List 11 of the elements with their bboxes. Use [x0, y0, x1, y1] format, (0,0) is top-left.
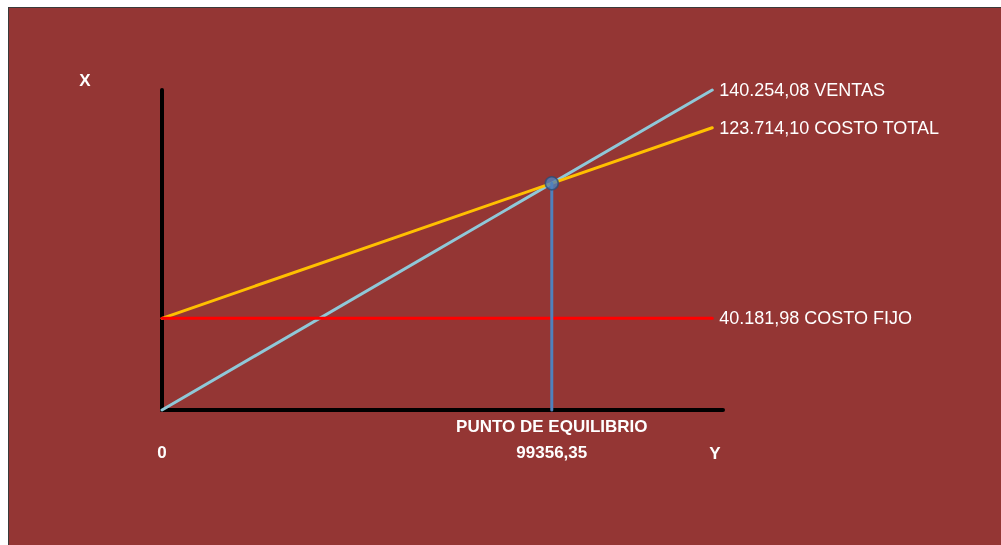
- data-label: 123.714,10: [719, 117, 810, 138]
- data-label: 140.254,08: [719, 80, 810, 100]
- x-tick-label: 0: [157, 443, 167, 462]
- x-axis-title: Y: [709, 443, 722, 463]
- y-axis-title: X: [79, 70, 92, 90]
- text: COSTO FIJO: [804, 308, 912, 329]
- x-tick-label: 99356,35: [516, 443, 588, 462]
- annotation: PUNTO DE EQUILIBRIO: [456, 417, 648, 436]
- text: COSTO TOTAL: [814, 117, 940, 138]
- text: VENTAS: [814, 80, 885, 100]
- data-label: 40.181,98: [719, 308, 800, 329]
